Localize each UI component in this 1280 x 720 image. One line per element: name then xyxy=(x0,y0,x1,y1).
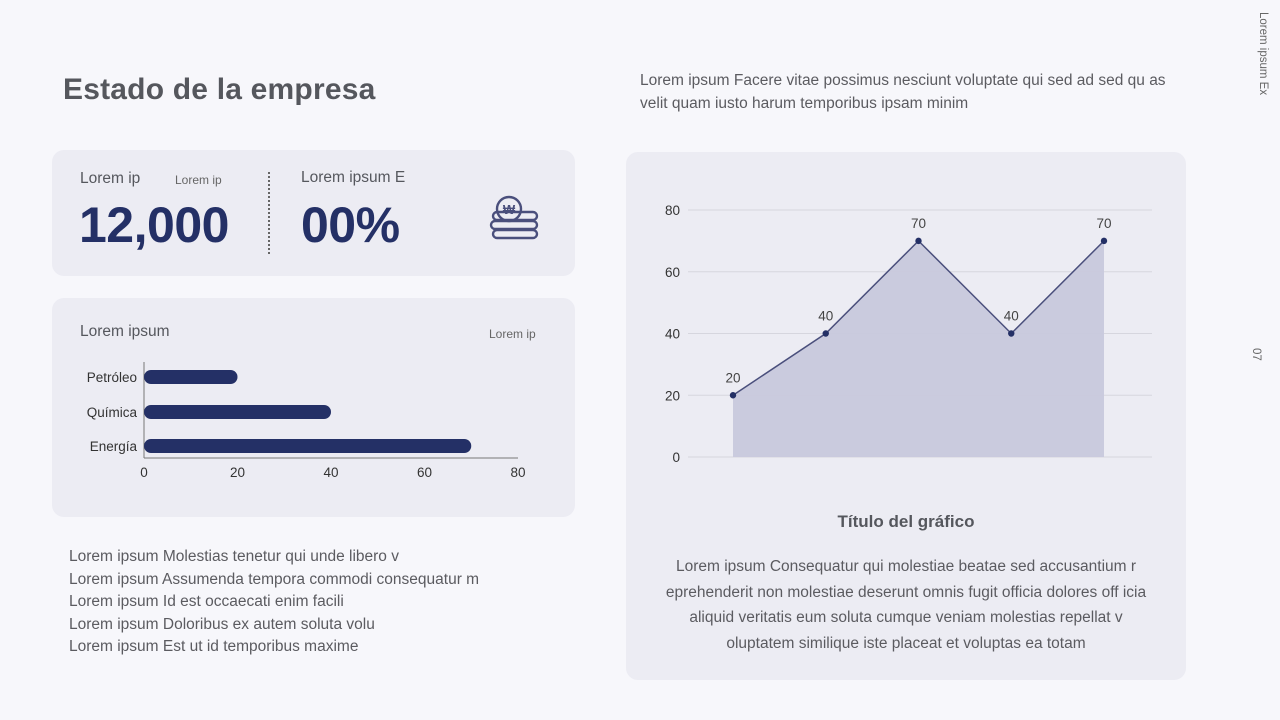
x-tick-label: 80 xyxy=(510,465,525,480)
x-tick-label: 20 xyxy=(230,465,245,480)
bar xyxy=(144,370,238,384)
category-label: Energía xyxy=(90,439,138,454)
bar-chart-title: Lorem ipsum xyxy=(80,323,170,340)
y-tick-label: 60 xyxy=(665,265,680,280)
bar xyxy=(144,439,472,453)
data-label: 40 xyxy=(818,309,833,324)
data-point xyxy=(729,392,737,399)
bullet-list: Lorem ipsum Molestias tenetur qui unde l… xyxy=(69,546,479,659)
svg-text:₩: ₩ xyxy=(503,202,516,217)
coins-won-icon: ₩ xyxy=(489,195,539,240)
data-label: 20 xyxy=(725,370,740,385)
chart-description: Lorem ipsum Consequatur qui molestiae be… xyxy=(665,558,1147,652)
page-number: 07 xyxy=(1250,348,1262,361)
list-item: Lorem ipsum Molestias tenetur qui unde l… xyxy=(69,548,399,565)
bar-chart-sublabel: Lorem ip xyxy=(489,327,536,341)
category-label: Química xyxy=(87,405,138,420)
x-tick-label: 40 xyxy=(323,465,338,480)
data-label: 70 xyxy=(911,216,926,231)
data-point xyxy=(1100,237,1108,245)
area-fill xyxy=(733,240,1104,457)
y-tick-label: 0 xyxy=(672,450,680,465)
data-point xyxy=(822,330,829,337)
chart-title: Título del gráfico xyxy=(837,512,975,531)
x-tick-label: 60 xyxy=(417,465,432,480)
kpi-left-value: 12,000 xyxy=(79,197,229,253)
kpi-right-label: Lorem ipsum E xyxy=(301,169,406,186)
y-tick-label: 40 xyxy=(665,327,680,342)
data-label: 40 xyxy=(1004,309,1019,324)
data-label: 70 xyxy=(1096,216,1111,231)
list-item: Lorem ipsum Doloribus ex autem soluta vo… xyxy=(69,615,375,633)
kpi-left-sublabel: Lorem ip xyxy=(175,173,222,187)
x-tick-label: 0 xyxy=(140,465,148,480)
bar xyxy=(144,405,331,419)
kpi-card: Lorem ip Lorem ip 12,000 Lorem ipsum E 0… xyxy=(52,150,575,276)
y-tick-label: 80 xyxy=(665,203,680,218)
kpi-divider xyxy=(268,172,270,254)
kpi-left-label: Lorem ip xyxy=(80,170,141,187)
category-label: Petróleo xyxy=(87,370,137,385)
data-point xyxy=(1008,330,1015,337)
data-point xyxy=(915,237,922,245)
list-item: Lorem ipsum Est ut id temporibus maxime xyxy=(69,638,359,655)
list-item: Lorem ipsum Id est occaecati enim facili xyxy=(69,593,344,610)
y-tick-label: 20 xyxy=(665,388,680,403)
area-chart: 0 20 40 60 80 20 40 70 40 70 xyxy=(665,203,1152,465)
kpi-right-value: 00% xyxy=(301,197,400,253)
intro-text: Lorem ipsum Facere vitae possimus nesciu… xyxy=(640,72,1166,112)
bar-chart-card: Lorem ipsum Lorem ip Petróleo Química Ener… xyxy=(52,298,575,517)
list-item: Lorem ipsum Assumenda tempora commodi co… xyxy=(69,570,480,588)
side-label: Lorem ipsum Ex xyxy=(1257,12,1269,96)
area-chart-card: 0 20 40 60 80 20 40 70 40 70 Título del gráfico L… xyxy=(626,152,1186,680)
page-title: Estado de la empresa xyxy=(63,73,376,106)
